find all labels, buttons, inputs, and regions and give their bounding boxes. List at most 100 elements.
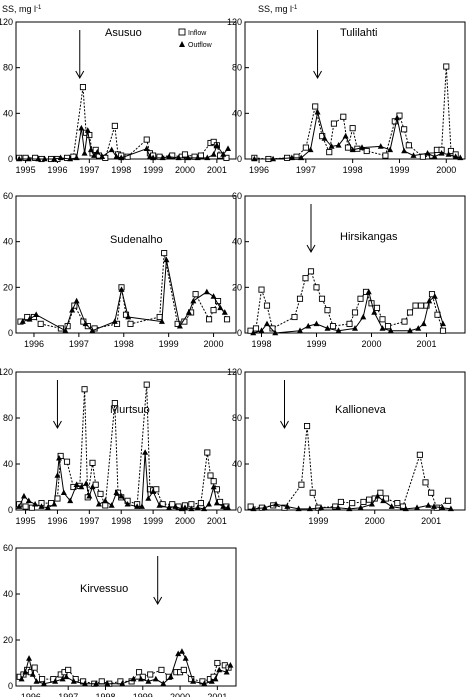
y-tick-label: 40 [232,459,242,469]
inflow-point [377,489,384,496]
outflow-point [182,655,189,661]
outflow-point [445,151,452,157]
y-axis-label-right: SS, mg l-1 [258,4,298,14]
y-tick-label: 0 [8,681,13,691]
outflow-point [118,286,125,292]
plot-frame [15,547,237,687]
inflow-point [304,423,311,430]
x-tick-label: 1999 [133,692,153,697]
inflow-point [313,284,320,291]
x-tick-label: 2001 [207,692,227,697]
inflow-point [210,478,217,485]
inflow-point [31,664,38,671]
outflow-point [314,108,321,115]
inflow-point [419,153,426,160]
outflow-point [210,293,217,299]
outflow-point [22,668,29,675]
panel-1: 0 40 80 120 1996 1997 1998 1999 2000 Tulilahti [227,17,466,175]
outflow-point [388,503,395,509]
outflow-point [125,313,132,320]
inflow-point [81,386,88,393]
series-line [254,112,461,160]
inflow-point [263,302,271,309]
outflow-point [51,500,58,507]
inflow-point [65,666,72,673]
y-tick-label: 80 [3,413,13,423]
y-tick-label: 60 [3,543,13,553]
x-tick-label: 1999 [308,516,328,526]
outflow-point [41,155,48,162]
outflow-point [208,678,215,684]
outflow-point [87,146,94,153]
inflow-point [143,136,150,143]
y-tick-label: 20 [3,282,13,292]
outflow-point [213,142,220,148]
y-tick-label: 80 [232,63,242,73]
inflow-point [357,295,364,302]
outflow-point [29,671,36,677]
x-tick-label: 1999 [306,339,326,349]
outflow-point [204,154,211,161]
outflow-point [54,472,61,478]
x-tick-label: 2001 [207,516,227,526]
outflow-point [16,503,23,509]
outflow-point [216,666,223,673]
outflow-point [210,151,217,157]
y-tick-label: 40 [232,108,242,118]
outflow-point [431,153,438,160]
x-tick-label: 2000 [365,516,385,526]
inflow-point [412,302,419,309]
outflow-point [205,500,212,507]
outflow-point [447,505,454,512]
x-tick-label: 1998 [95,692,115,697]
outflow-point [321,135,328,141]
x-tick-label: 1997 [296,165,316,175]
outflow-point [371,309,378,315]
outflow-point [251,155,258,162]
outflow-point [335,327,342,334]
outflow-point [89,327,96,334]
outflow-point [225,504,232,510]
y-tick-label: 80 [232,413,242,423]
outflow-point [272,329,279,336]
inflow-point [111,122,118,129]
inflow-point [197,500,204,507]
outflow-point [160,680,167,686]
outflow-point [32,500,39,507]
inflow-point [223,316,231,323]
inflow-point [181,151,189,158]
inflow-point [210,138,217,145]
inflow-point [161,250,168,257]
plot-frame [15,195,237,334]
series-line [254,66,456,160]
panel-title: Kirvessuo [80,583,128,595]
inflow-point [89,459,96,466]
plot-frame [15,371,237,511]
x-tick-label: 2001 [421,516,441,526]
inflow-point [22,503,29,510]
outflow-point [52,678,59,684]
y-tick-label: 120 [227,17,242,27]
outflow-point [387,146,394,153]
outflow-point [431,293,438,299]
outflow-point [99,153,106,160]
outflow-point [379,325,386,331]
y-tick-label: 0 [237,328,242,338]
outflow-point [401,147,408,154]
event-arrow-head [53,420,62,430]
outflow-point [284,503,291,509]
inflow-point [127,320,134,327]
outflow-point [414,504,421,510]
outflow-point [439,504,446,510]
inflow-point [309,489,316,496]
outflow-point [108,146,115,153]
outflow-point [158,318,165,324]
outflow-point [137,675,144,682]
x-tick-label: 1997 [69,339,89,349]
y-tick-label: 0 [8,505,13,515]
inflow-point [147,671,154,678]
inflow-point [379,316,386,323]
inflow-point [405,142,412,149]
outflow-point [95,500,102,507]
y-tick-label: 120 [0,367,13,377]
